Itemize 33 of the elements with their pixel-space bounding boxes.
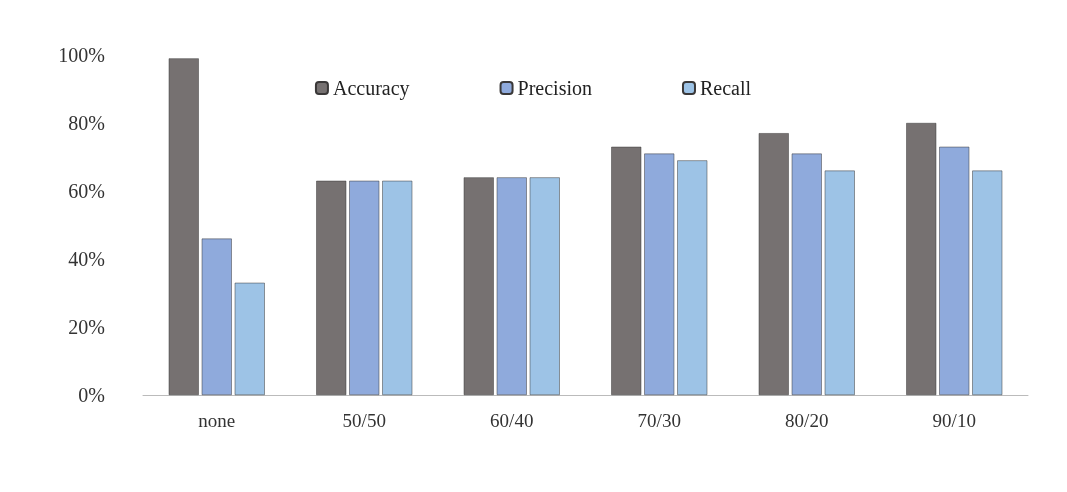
y-tick-label: 0% (78, 384, 105, 406)
x-tick-label: 80/20 (785, 410, 829, 431)
y-tick-label: 60% (68, 180, 105, 202)
bar (611, 146, 642, 395)
x-tick-label: 70/30 (637, 410, 681, 431)
y-tick-label: 20% (68, 316, 105, 338)
x-tick-label: 60/40 (490, 410, 534, 431)
y-tick-label: 100% (58, 44, 105, 66)
bar (168, 58, 199, 395)
bar (677, 160, 708, 395)
bar (496, 177, 527, 395)
bar (201, 238, 232, 395)
legend-label: Precision (517, 77, 592, 99)
bar (234, 282, 265, 395)
bar (906, 123, 937, 395)
bar (382, 180, 413, 395)
bar (758, 133, 789, 395)
bar (939, 146, 970, 395)
bar (791, 153, 822, 395)
x-tick-label: none (198, 410, 236, 431)
x-tick-label: 50/50 (342, 410, 386, 431)
legend-label: Recall (699, 77, 752, 99)
bar (824, 170, 855, 395)
x-tick-label: 90/10 (932, 410, 976, 431)
bar (463, 177, 494, 395)
bar (972, 170, 1003, 395)
y-tick-label: 40% (68, 248, 105, 270)
y-tick-label: 80% (68, 112, 105, 134)
legend-label: Accuracy (332, 77, 410, 100)
bar (644, 153, 675, 395)
bar (316, 180, 347, 395)
bar (349, 180, 380, 395)
bar (529, 177, 560, 395)
